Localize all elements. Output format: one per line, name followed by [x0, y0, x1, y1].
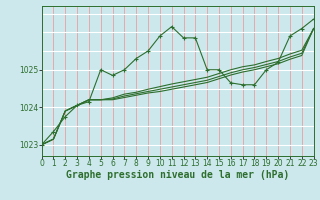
- X-axis label: Graphe pression niveau de la mer (hPa): Graphe pression niveau de la mer (hPa): [66, 170, 289, 180]
